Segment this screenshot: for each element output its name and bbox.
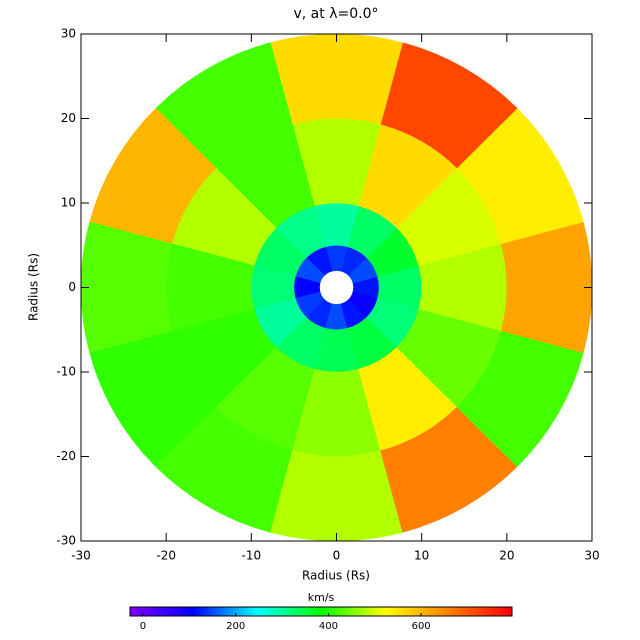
y-tick-label: 0: [68, 280, 76, 294]
sun-disk: [328, 279, 345, 296]
map-cell: [80, 221, 173, 354]
colorbar-tick-label: 400: [319, 621, 338, 632]
x-axis-label: Radius (Rs): [302, 569, 370, 583]
x-tick-label: 20: [499, 549, 514, 563]
x-tick-label: -10: [242, 549, 262, 563]
colorbar-tick-label: 200: [226, 621, 245, 632]
map-cell: [270, 450, 403, 542]
y-tick-label: -30: [56, 534, 76, 548]
x-tick-label: -20: [156, 549, 176, 563]
colorbar: [129, 606, 513, 617]
y-tick-label: 10: [61, 196, 76, 210]
x-tick-label: -30: [71, 549, 91, 563]
x-tick-label: 10: [414, 549, 429, 563]
colorbar-label: km/s: [308, 591, 335, 604]
colorbar-tick-label: 600: [412, 621, 431, 632]
map-cell: [270, 33, 403, 125]
y-tick-label: 20: [61, 111, 76, 125]
y-tick-label: -10: [56, 365, 76, 379]
chart-title: v, at λ=0.0°: [294, 6, 379, 22]
y-axis-label: Radius (Rs): [27, 253, 41, 321]
colorbar-tick-label: 0: [140, 621, 146, 632]
map-cell: [456, 330, 584, 468]
x-tick-label: 0: [333, 549, 341, 563]
y-tick-label: 30: [61, 27, 76, 41]
y-tick-label: -20: [56, 449, 76, 463]
map-cell: [500, 221, 593, 354]
x-tick-label: 30: [584, 549, 599, 563]
